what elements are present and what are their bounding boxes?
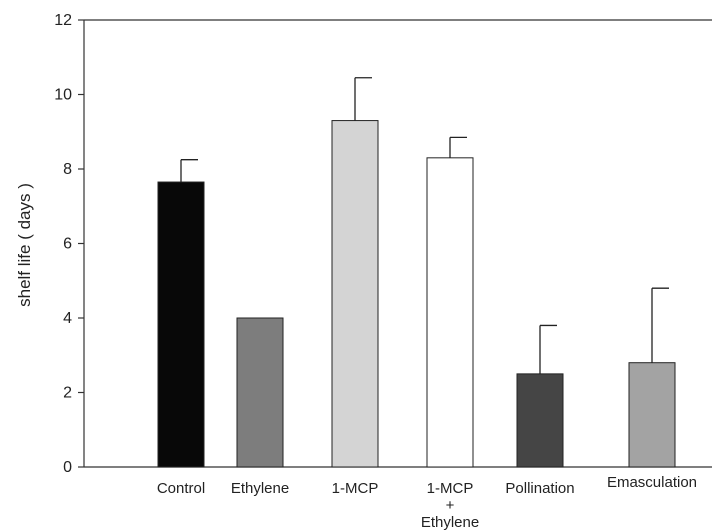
- y-tick-label: 0: [63, 459, 72, 476]
- x-tick-label: Pollination: [505, 480, 574, 497]
- y-tick-label: 8: [63, 161, 72, 178]
- x-tick-label: Emasculation: [607, 474, 697, 491]
- y-tick-label: 12: [54, 12, 72, 29]
- bar: [628, 362, 676, 468]
- bar: [331, 120, 379, 468]
- bar: [516, 373, 564, 468]
- y-axis: 0 2 4 6 8 10 12: [54, 12, 84, 476]
- x-tick-label: 1-MCP: [427, 480, 474, 497]
- bar: [426, 157, 474, 468]
- y-tick-label: 4: [63, 310, 72, 327]
- y-axis-title: shelf life ( days ): [15, 183, 34, 307]
- y-tick-label: 6: [63, 236, 72, 253]
- x-tick-label: 1-MCP: [332, 480, 379, 497]
- x-axis-labels: Control Ethylene 1-MCP 1-MCP+EthylenePollin…: [157, 474, 697, 531]
- bar: [157, 181, 205, 468]
- x-tick-label: Ethylene: [421, 514, 479, 531]
- x-tick-label: Ethylene: [231, 480, 289, 497]
- bar: [236, 317, 284, 468]
- y-tick-label: 10: [54, 87, 72, 104]
- x-tick-label: +: [446, 497, 455, 514]
- x-tick-label: Control: [157, 480, 205, 497]
- bars: [157, 120, 676, 468]
- y-tick-label: 2: [63, 385, 72, 402]
- error-bars: [180, 77, 669, 374]
